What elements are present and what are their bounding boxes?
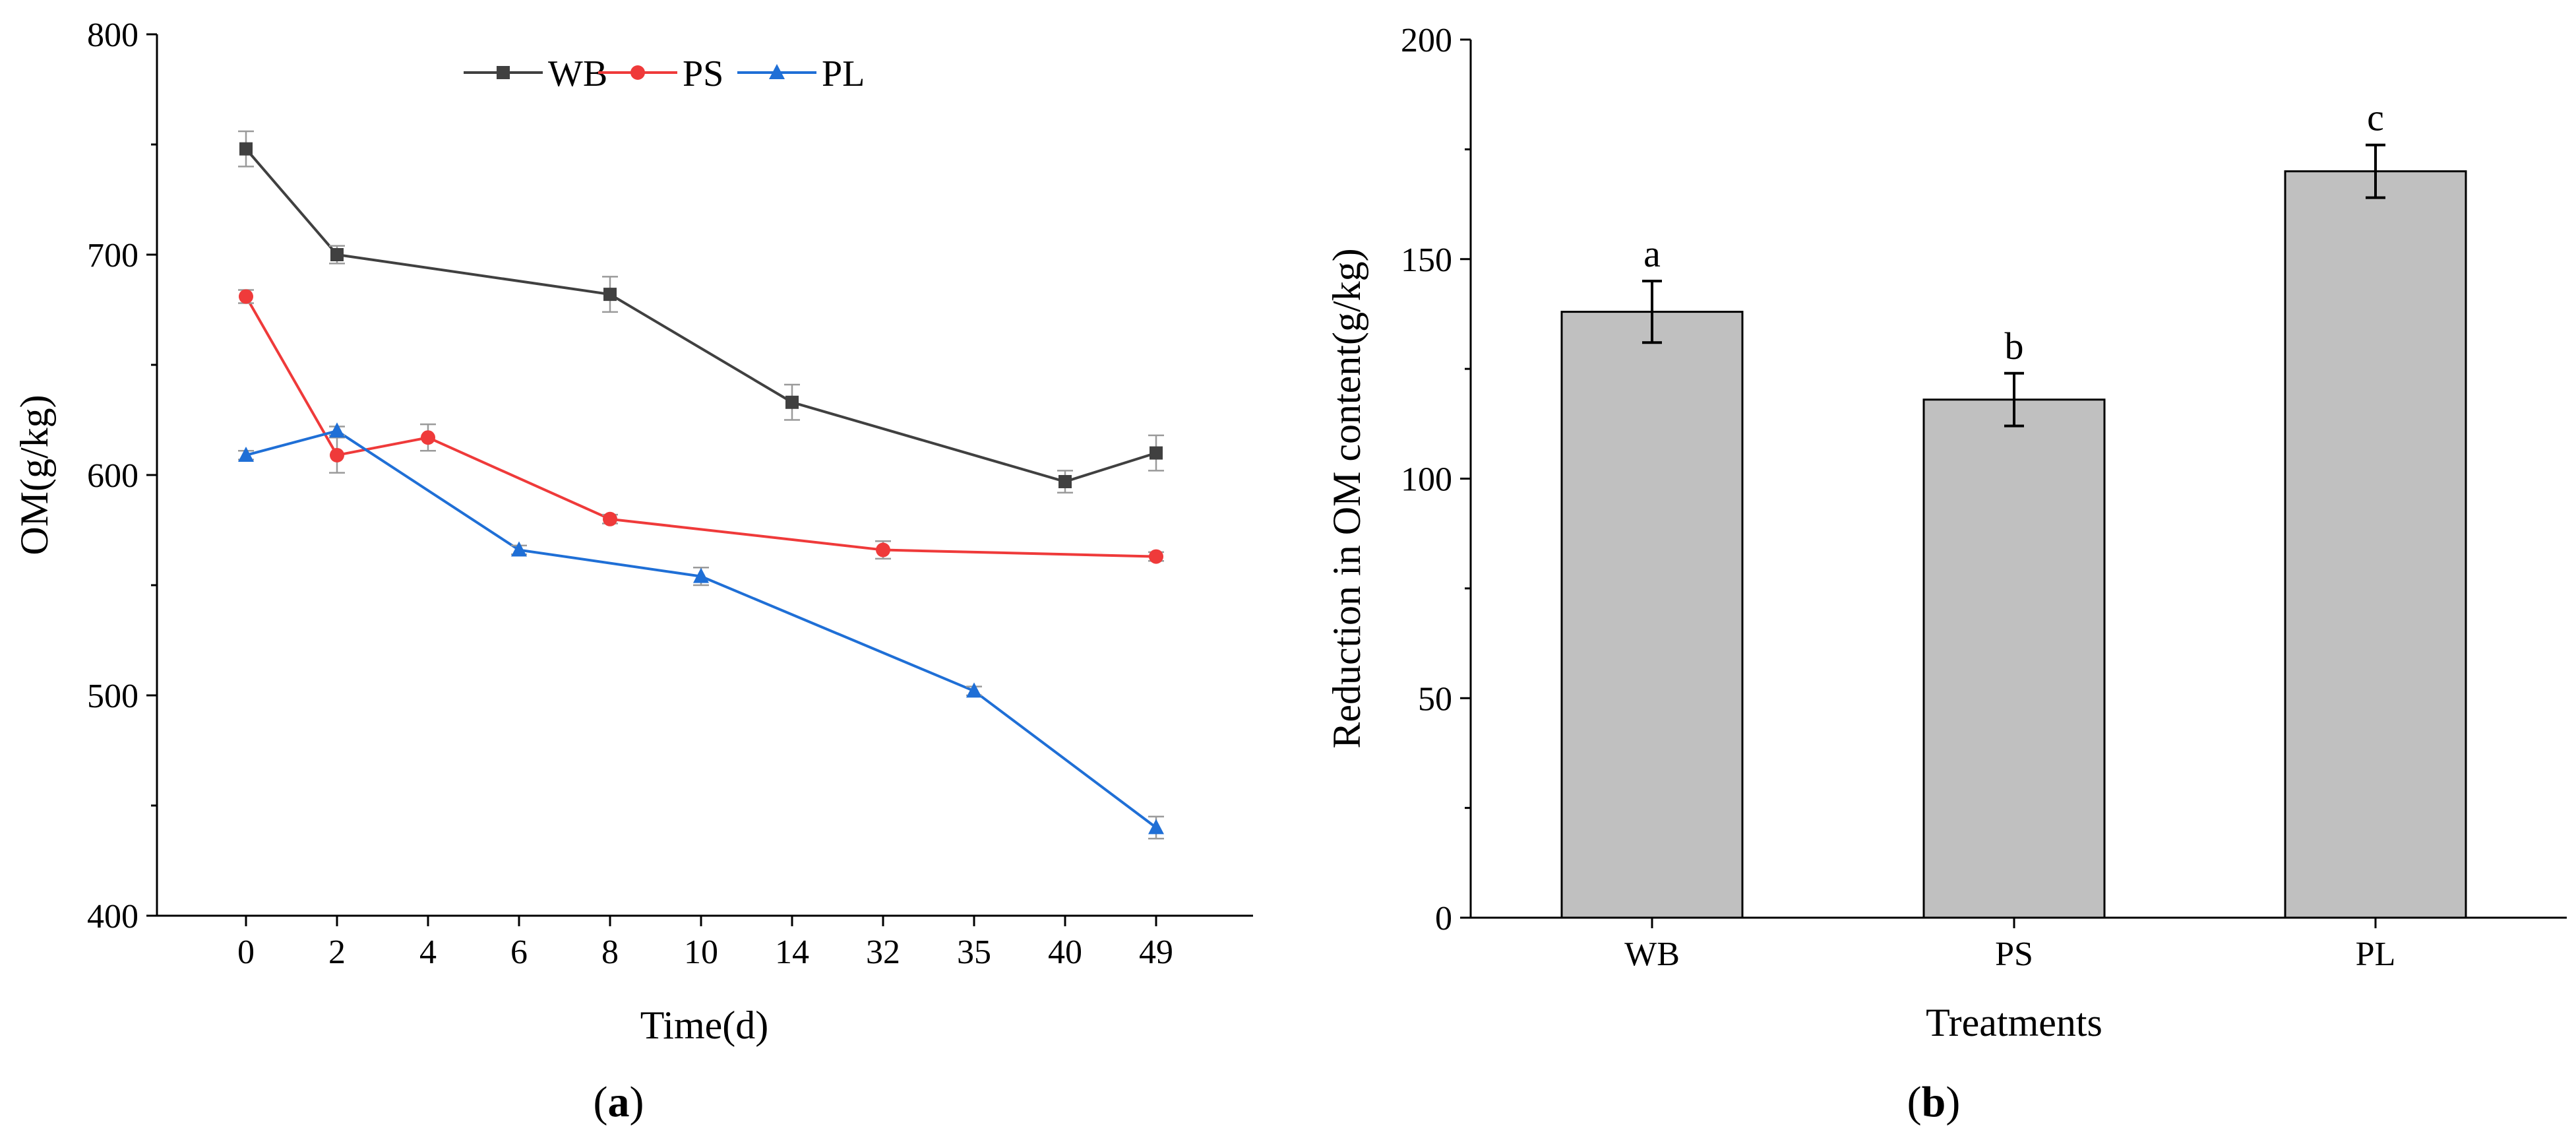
- x-tick-label: 2: [328, 934, 346, 971]
- legend-label-pl: PL: [822, 53, 865, 94]
- y-tick-label: 100: [1401, 461, 1452, 499]
- legend-label-ps: PS: [683, 53, 723, 94]
- series-line-pl: [245, 429, 1157, 829]
- panel-label-letter: b: [1922, 1078, 1946, 1126]
- significance-letter-ps: b: [2005, 325, 2024, 367]
- x-tick-label: PS: [1995, 936, 2033, 973]
- x-tick-label: 35: [957, 934, 991, 971]
- data-point-ps-0: [239, 289, 253, 304]
- data-point-wb-0: [239, 142, 253, 156]
- legend-marker-ps: [630, 65, 645, 80]
- data-point-ps-32: [876, 542, 890, 557]
- x-tick-label: 40: [1048, 934, 1082, 971]
- series-ps: [238, 289, 1164, 564]
- legend-label-wb: WB: [548, 53, 607, 94]
- bar-wb: [1560, 311, 1744, 919]
- x-tick-label: 4: [419, 934, 437, 971]
- significance-letter-pl: c: [2367, 96, 2384, 139]
- x-tick-label: 14: [775, 934, 809, 971]
- x-tick-label: 6: [510, 934, 528, 971]
- x-tick-label: 32: [866, 934, 900, 971]
- data-point-wb-8: [603, 288, 617, 301]
- series-line-ps: [245, 296, 1157, 558]
- y-tick-label: 500: [87, 678, 138, 715]
- x-tick-label: 8: [601, 934, 619, 971]
- data-point-ps-2: [330, 447, 344, 462]
- data-point-wb-14: [785, 395, 799, 409]
- series-wb: [238, 130, 1164, 493]
- series-pl: [238, 422, 1164, 840]
- y-tick-label: 50: [1418, 680, 1452, 718]
- y-tick-label: 150: [1401, 241, 1452, 279]
- data-point-pl-6: [511, 541, 527, 557]
- data-point-wb-40: [1058, 475, 1072, 489]
- data-point-ps-8: [603, 511, 617, 526]
- significance-letter-wb: a: [1643, 232, 1661, 275]
- series-line-wb: [245, 148, 1157, 484]
- data-point-wb-2: [330, 248, 344, 261]
- panel-label-open: (: [594, 1078, 608, 1126]
- data-point-wb-49: [1150, 446, 1163, 460]
- panel-label-a: (a): [594, 1078, 644, 1126]
- x-axis-title: Treatments: [1926, 1001, 2102, 1044]
- y-tick-label: 600: [87, 457, 138, 495]
- bar-ps: [1922, 398, 2106, 919]
- y-tick-label: 0: [1435, 900, 1452, 937]
- panel-label-letter: a: [608, 1078, 630, 1126]
- x-tick-label: WB: [1624, 936, 1680, 973]
- x-axis-title: Time(d): [640, 1003, 768, 1047]
- data-point-ps-49: [1149, 549, 1163, 564]
- data-point-pl-2: [329, 422, 345, 438]
- panel-label-close: ): [630, 1078, 644, 1126]
- data-point-pl-35: [966, 682, 982, 698]
- y-tick-label: 700: [87, 237, 138, 274]
- y-tick-label: 200: [1401, 22, 1452, 59]
- y-tick-label: 800: [87, 16, 138, 54]
- legend: WB PS PL: [464, 53, 865, 94]
- y-axis-title: OM(g/kg): [13, 395, 56, 555]
- bar-pl: [2284, 170, 2467, 919]
- chart-a-om-over-time: 400 500 600 700 800 0 2 4 6 8 10 14 32 35 40 49 Time(d) O…: [13, 16, 1253, 1126]
- x-tick-label: 0: [237, 934, 255, 971]
- x-tick-label: 49: [1139, 934, 1173, 971]
- chart-b-om-reduction: a WB b PS c PL 0 50 100 150 200 Treatments Reduction…: [1325, 22, 2567, 1126]
- panel-label-b: (b): [1907, 1078, 1961, 1126]
- legend-marker-wb: [497, 66, 510, 79]
- data-point-pl-49: [1148, 819, 1164, 835]
- x-tick-label: 10: [684, 934, 718, 971]
- data-point-pl-10: [693, 567, 709, 583]
- panel-label-close: ): [1946, 1078, 1960, 1126]
- data-point-pl-0: [238, 446, 254, 462]
- y-axis-title: Reduction in OM content(g/kg): [1325, 248, 1368, 748]
- legend-marker-pl: [769, 64, 785, 79]
- y-tick-label: 400: [87, 898, 138, 936]
- x-tick-label: PL: [2356, 936, 2396, 973]
- data-point-ps-4: [421, 430, 435, 445]
- panel-label-open: (: [1907, 1078, 1922, 1126]
